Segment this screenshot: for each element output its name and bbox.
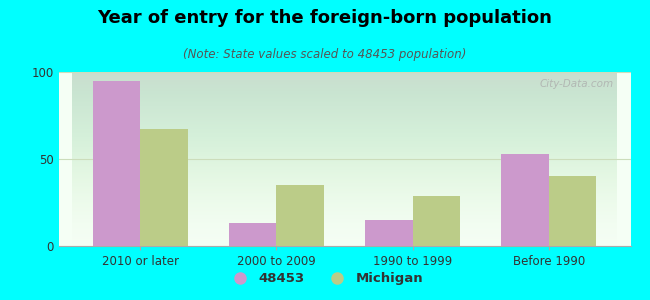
Text: (Note: State values scaled to 48453 population): (Note: State values scaled to 48453 popu… <box>183 48 467 61</box>
Bar <box>229 224 276 246</box>
Bar <box>140 129 188 246</box>
Text: Year of entry for the foreign-born population: Year of entry for the foreign-born popul… <box>98 9 552 27</box>
Bar <box>365 220 413 246</box>
Text: City-Data.com: City-Data.com <box>540 79 614 89</box>
Legend: 48453, Michigan: 48453, Michigan <box>221 267 429 290</box>
Bar <box>92 81 140 246</box>
Bar <box>276 185 324 246</box>
Bar <box>501 154 549 246</box>
Bar <box>549 176 597 246</box>
Bar <box>413 196 460 246</box>
